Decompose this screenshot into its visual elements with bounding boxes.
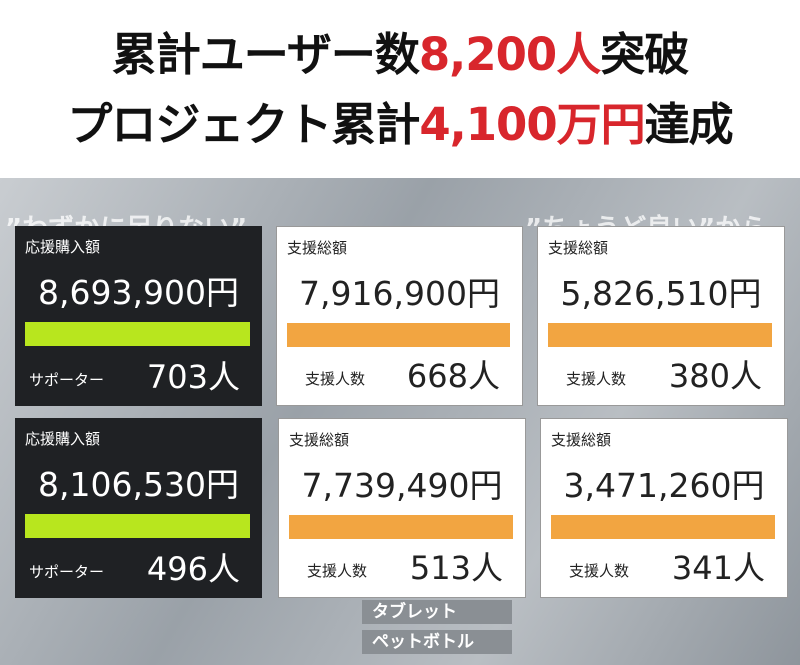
- card-count: 341人: [671, 549, 765, 587]
- headline-highlight: 8,200人: [418, 28, 601, 81]
- card-count: 668人: [406, 357, 500, 395]
- card-label: 応援購入額: [25, 238, 101, 256]
- card-footer-label: サポーター: [29, 371, 105, 389]
- card-amount: 3,471,260円: [563, 466, 765, 505]
- card-amount: 7,916,900円: [299, 274, 500, 313]
- progress-bar: [548, 323, 772, 347]
- card-label: 支援総額: [548, 239, 609, 257]
- progress-bar: [287, 323, 510, 347]
- card-footer-label: 支援人数: [566, 370, 627, 388]
- card-count: 496人: [146, 550, 240, 588]
- card-count: 380人: [668, 357, 762, 395]
- card-amount: 8,693,900円: [38, 273, 239, 312]
- card-footer-label: 支援人数: [305, 370, 366, 388]
- background-label: タブレット: [362, 600, 512, 624]
- card-amount: 8,106,530円: [38, 465, 239, 504]
- progress-bar: [289, 515, 513, 539]
- stat-card: 支援総額 3,471,260円支援人数 341人: [540, 418, 788, 598]
- headline-text: プロジェクト累計: [67, 98, 420, 151]
- card-count: 513人: [409, 549, 503, 587]
- card-footer-label: サポーター: [29, 563, 105, 581]
- headline-2: プロジェクト累計4,100万円達成: [0, 88, 800, 153]
- progress-bar: [25, 322, 250, 346]
- headline-highlight: 4,100万円: [419, 98, 645, 151]
- card-label: 支援総額: [551, 431, 612, 449]
- progress-bar: [551, 515, 775, 539]
- card-footer-label: 支援人数: [307, 562, 368, 580]
- card-label: 支援総額: [289, 431, 350, 449]
- headline-text: 突破: [600, 28, 689, 81]
- background-label: ペットボトル: [362, 630, 512, 654]
- stat-card: 応援購入額 8,106,530円サポーター 496人: [15, 418, 262, 598]
- headline-text: 累計ユーザー数: [111, 28, 420, 81]
- card-amount: 5,826,510円: [560, 274, 762, 313]
- stat-card: 支援総額 7,739,490円支援人数 513人: [278, 418, 526, 598]
- card-amount: 7,739,490円: [301, 466, 503, 505]
- progress-bar: [25, 514, 250, 538]
- stat-card: 応援購入額 8,693,900円サポーター 703人: [15, 226, 262, 406]
- card-count: 703人: [146, 358, 240, 396]
- card-label: 応援購入額: [25, 430, 101, 448]
- card-label: 支援総額: [287, 239, 348, 257]
- card-footer-label: 支援人数: [569, 562, 630, 580]
- stat-card: 支援総額 5,826,510円支援人数 380人: [537, 226, 785, 406]
- stat-card: 支援総額 7,916,900円支援人数 668人: [276, 226, 523, 406]
- headline-text: 達成: [644, 98, 734, 151]
- headline-1: 累計ユーザー数8,200人突破: [0, 18, 800, 83]
